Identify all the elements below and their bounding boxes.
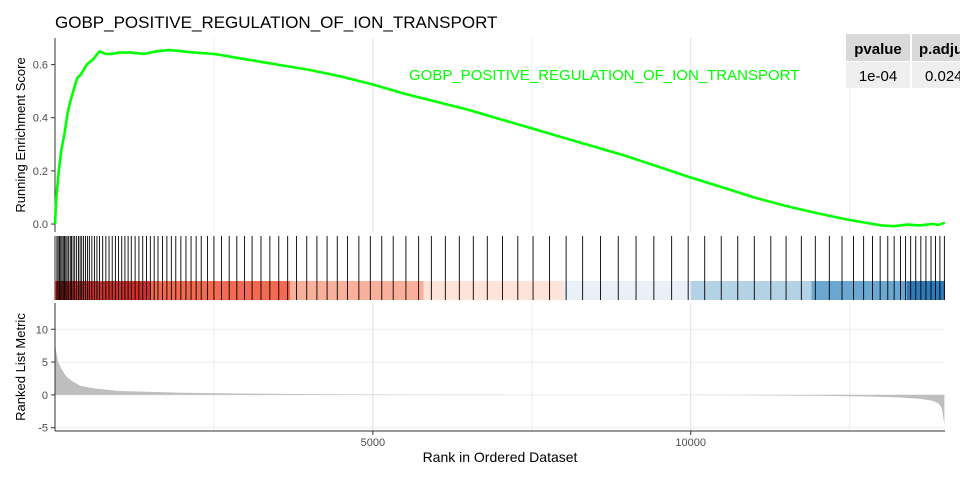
table-header-pvalue: pvalue: [854, 41, 902, 58]
ranked-metric-gridlines: [55, 303, 945, 431]
table-value-pvalue: 1e-04: [859, 68, 897, 85]
x-axis-ticks: 5000 10000: [361, 431, 706, 449]
y-tick-label: 0.0: [33, 219, 48, 231]
running-score-y-ticks: 0.0 0.2 0.4 0.6: [33, 60, 55, 231]
table-header-pvalue-cell: [846, 34, 910, 61]
table-header-padj: p.adju: [919, 41, 960, 58]
running-score-panel: 0.0 0.2 0.4 0.6 Running Enrichment Score GO…: [13, 38, 946, 232]
stats-table: pvalue p.adju 1e-04 0.024: [846, 34, 960, 88]
ranked-metric-y-label: Ranked List Metric: [13, 313, 28, 421]
ranked-metric-area: [55, 342, 945, 425]
gene-hit-ticks: [56, 236, 945, 300]
ranked-metric-y-ticks: -5 0 5 10: [36, 324, 55, 435]
y-tick-label: 0.4: [33, 113, 48, 125]
x-tick-label: 10000: [675, 437, 706, 449]
running-score-y-label: Running Enrichment Score: [13, 57, 28, 212]
y-tick-label: 5: [42, 357, 48, 369]
colorbar-segment: [690, 281, 812, 300]
series-legend-label: GOBP_POSITIVE_REGULATION_OF_ION_TRANSPOR…: [409, 67, 799, 84]
y-tick-label: 0.6: [33, 60, 48, 72]
y-tick-label: 0: [42, 390, 48, 402]
x-axis-label: Rank in Ordered Dataset: [423, 449, 578, 465]
table-value-padj-cell: [912, 62, 960, 88]
ranked-metric-panel: -5 0 5 10 5000 10000 Ranked List Metric Rank…: [13, 303, 945, 465]
table-header-padj-cell: [912, 34, 960, 61]
y-tick-label: -5: [38, 423, 48, 435]
table-value-padj: 0.024: [925, 68, 960, 85]
colorbar-segment: [290, 281, 424, 300]
hits-panel: [54, 236, 945, 300]
table-value-pvalue-cell: [846, 62, 910, 88]
x-tick-label: 5000: [361, 437, 385, 449]
rank-colorbar: [55, 281, 945, 300]
running-score-line: [53, 48, 946, 228]
chart-title: GOBP_POSITIVE_REGULATION_OF_ION_TRANSPOR…: [55, 13, 497, 32]
colorbar-segment: [563, 281, 691, 300]
colorbar-segment: [423, 281, 564, 300]
colorbar-segment: [150, 281, 291, 300]
colorbar-segment: [811, 281, 907, 300]
y-tick-label: 10: [36, 324, 48, 336]
y-tick-label: 0.2: [33, 166, 48, 178]
